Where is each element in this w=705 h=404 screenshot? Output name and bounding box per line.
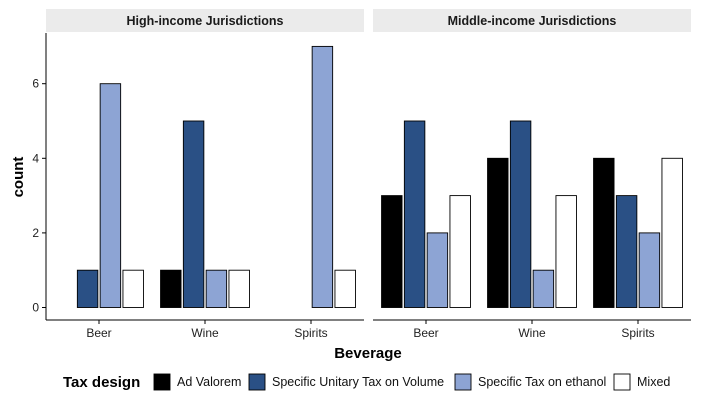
bar-middle-income-spirits-specific-unitary-tax-on-volume [615, 195, 638, 308]
legend-label-mixed: Mixed [637, 375, 670, 389]
bar-middle-income-beer-mixed [449, 195, 471, 308]
bar-middle-income-wine-mixed [555, 195, 577, 308]
x-tick-label-middle-income-spirits: Spirits [621, 326, 654, 340]
legend-label-ad-valorem: Ad Valorem [177, 375, 241, 389]
bar-high-income-wine-mixed [228, 269, 250, 308]
bar-high-income-beer-mixed [122, 269, 144, 308]
bar-middle-income-spirits-mixed [661, 157, 683, 308]
bar-high-income-beer-specific-tax-on-ethanol [99, 83, 122, 308]
x-tick-label-high-income-spirits: Spirits [294, 326, 327, 340]
legend-label-specific-tax-on-ethanol: Specific Tax on ethanol [478, 375, 606, 389]
y-tick-label-2: 2 [32, 226, 39, 240]
bar-middle-income-wine-specific-unitary-tax-on-volume [509, 120, 532, 308]
legend-title: Tax design [63, 374, 140, 391]
strip-middle-income [373, 9, 691, 32]
bar-high-income-wine-specific-tax-on-ethanol [205, 269, 228, 308]
bar-middle-income-wine-ad-valorem [487, 157, 509, 308]
legend-key-specific-tax-on-ethanol [454, 373, 472, 391]
bar-high-income-wine-ad-valorem [160, 269, 182, 308]
legend-label-specific-unitary-tax-on-volume: Specific Unitary Tax on Volume [272, 375, 444, 389]
y-tick-label-6: 6 [32, 77, 39, 91]
y-tick-label-4: 4 [32, 151, 39, 165]
bar-high-income-wine-specific-unitary-tax-on-volume [182, 120, 205, 308]
bar-middle-income-beer-specific-unitary-tax-on-volume [403, 120, 426, 308]
x-tick-label-high-income-wine: Wine [191, 326, 219, 340]
strip-title-high-income: High-income Jurisdictions [127, 14, 284, 28]
bar-middle-income-beer-ad-valorem [381, 195, 403, 308]
legend-key-specific-unitary-tax-on-volume [248, 373, 266, 391]
legend-key-ad-valorem [153, 373, 171, 391]
x-tick-label-middle-income-wine: Wine [518, 326, 546, 340]
legend-key-mixed [613, 373, 631, 391]
x-tick-label-middle-income-beer: Beer [413, 326, 438, 340]
x-axis-title: Beverage [334, 345, 402, 362]
bar-middle-income-beer-specific-tax-on-ethanol [426, 232, 449, 308]
bar-middle-income-spirits-specific-tax-on-ethanol [638, 232, 661, 308]
y-tick-label-0: 0 [32, 301, 39, 315]
x-tick-label-high-income-beer: Beer [86, 326, 111, 340]
strip-title-middle-income: Middle-income Jurisdictions [448, 14, 617, 28]
bar-high-income-beer-specific-unitary-tax-on-volume [76, 269, 99, 308]
bar-high-income-spirits-specific-tax-on-ethanol [311, 45, 334, 308]
bar-middle-income-wine-specific-tax-on-ethanol [532, 269, 555, 308]
bar-high-income-spirits-mixed [334, 269, 356, 308]
y-axis-title: count [10, 157, 27, 198]
strip-high-income [46, 9, 364, 32]
bar-middle-income-spirits-ad-valorem [593, 157, 615, 308]
